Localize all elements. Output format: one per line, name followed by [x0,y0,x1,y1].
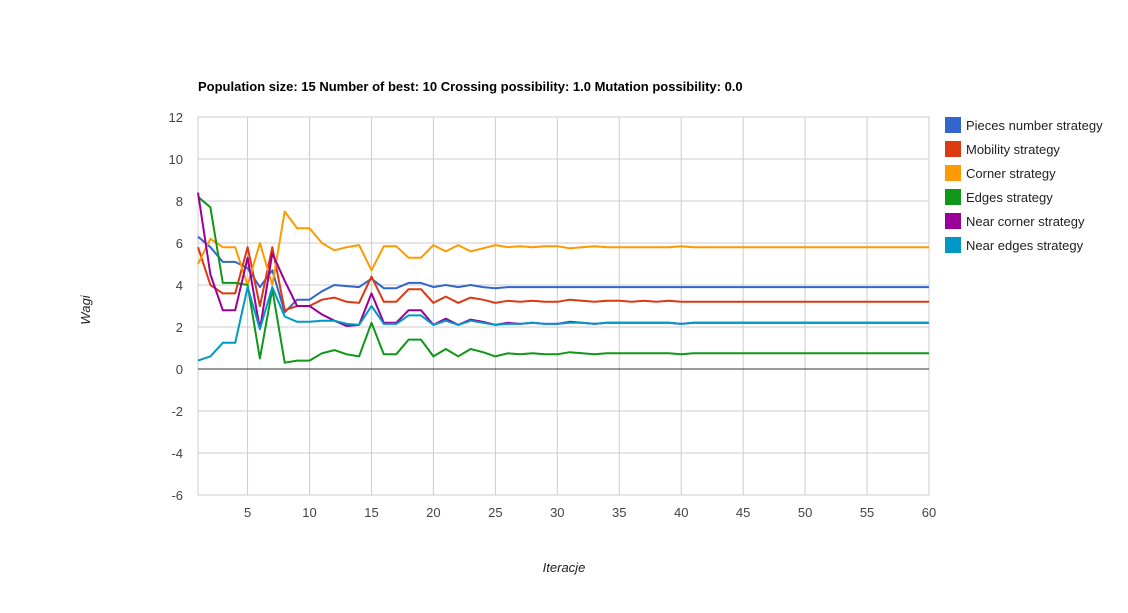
y-tick-label: 8 [176,194,183,209]
x-tick-label: 15 [364,505,378,520]
y-tick-label: 10 [169,152,183,167]
x-tick-label: 30 [550,505,564,520]
x-axis-title: Iteracje [543,560,586,575]
chart-title: Population size: 15 Number of best: 10 C… [198,79,743,94]
series-line-pieces-number-strategy [197,235,929,314]
y-tick-label: 0 [176,362,183,377]
legend-item: Near corner strategy [945,213,1085,229]
x-tick-label: 10 [302,505,316,520]
y-tick-label: 4 [176,278,183,293]
series-line-near-corner-strategy [197,192,929,331]
legend-label: Corner strategy [966,166,1056,181]
series-line-near-edges-strategy [197,286,929,362]
x-tick-label: 60 [922,505,936,520]
legend-label: Near corner strategy [966,214,1085,229]
legend-item: Corner strategy [945,165,1056,181]
legend-item: Pieces number strategy [945,117,1103,133]
y-tick-label: 2 [176,320,183,335]
legend-item: Mobility strategy [945,141,1060,157]
legend-swatch [945,237,961,253]
plot-area [197,116,930,496]
legend-label: Near edges strategy [966,238,1084,253]
x-tick-label: 55 [860,505,874,520]
y-tick-label: -4 [171,446,183,461]
x-tick-label: 5 [244,505,251,520]
legend-label: Pieces number strategy [966,118,1103,133]
series-line-mobility-strategy [197,246,929,312]
y-axis-title: Wagi [78,294,93,324]
legend-label: Mobility strategy [966,142,1060,157]
legend-item: Edges strategy [945,189,1053,205]
series-line-edges-strategy [197,196,929,364]
y-tick-label: 12 [169,110,183,125]
legend-label: Edges strategy [966,190,1053,205]
y-tick-label: 6 [176,236,183,251]
legend: Pieces number strategy Mobility strategy C… [945,117,1103,253]
x-tick-label: 45 [736,505,750,520]
legend-swatch [945,141,961,157]
y-tick-label: -2 [171,404,183,419]
legend-swatch [945,117,961,133]
legend-swatch [945,213,961,229]
x-axis-ticks: 5 10 15 20 25 30 35 40 45 50 55 60 [244,505,936,520]
x-tick-label: 40 [674,505,688,520]
x-tick-label: 20 [426,505,440,520]
x-tick-label: 25 [488,505,502,520]
x-tick-label: 35 [612,505,626,520]
y-axis-ticks: -6 -4 -2 0 2 4 6 8 10 12 [169,110,183,503]
x-tick-label: 50 [798,505,812,520]
y-tick-label: -6 [171,488,183,503]
series-line-corner-strategy [197,210,929,286]
legend-item: Near edges strategy [945,237,1084,253]
legend-swatch [945,189,961,205]
legend-swatch [945,165,961,181]
series-lines [197,192,929,364]
